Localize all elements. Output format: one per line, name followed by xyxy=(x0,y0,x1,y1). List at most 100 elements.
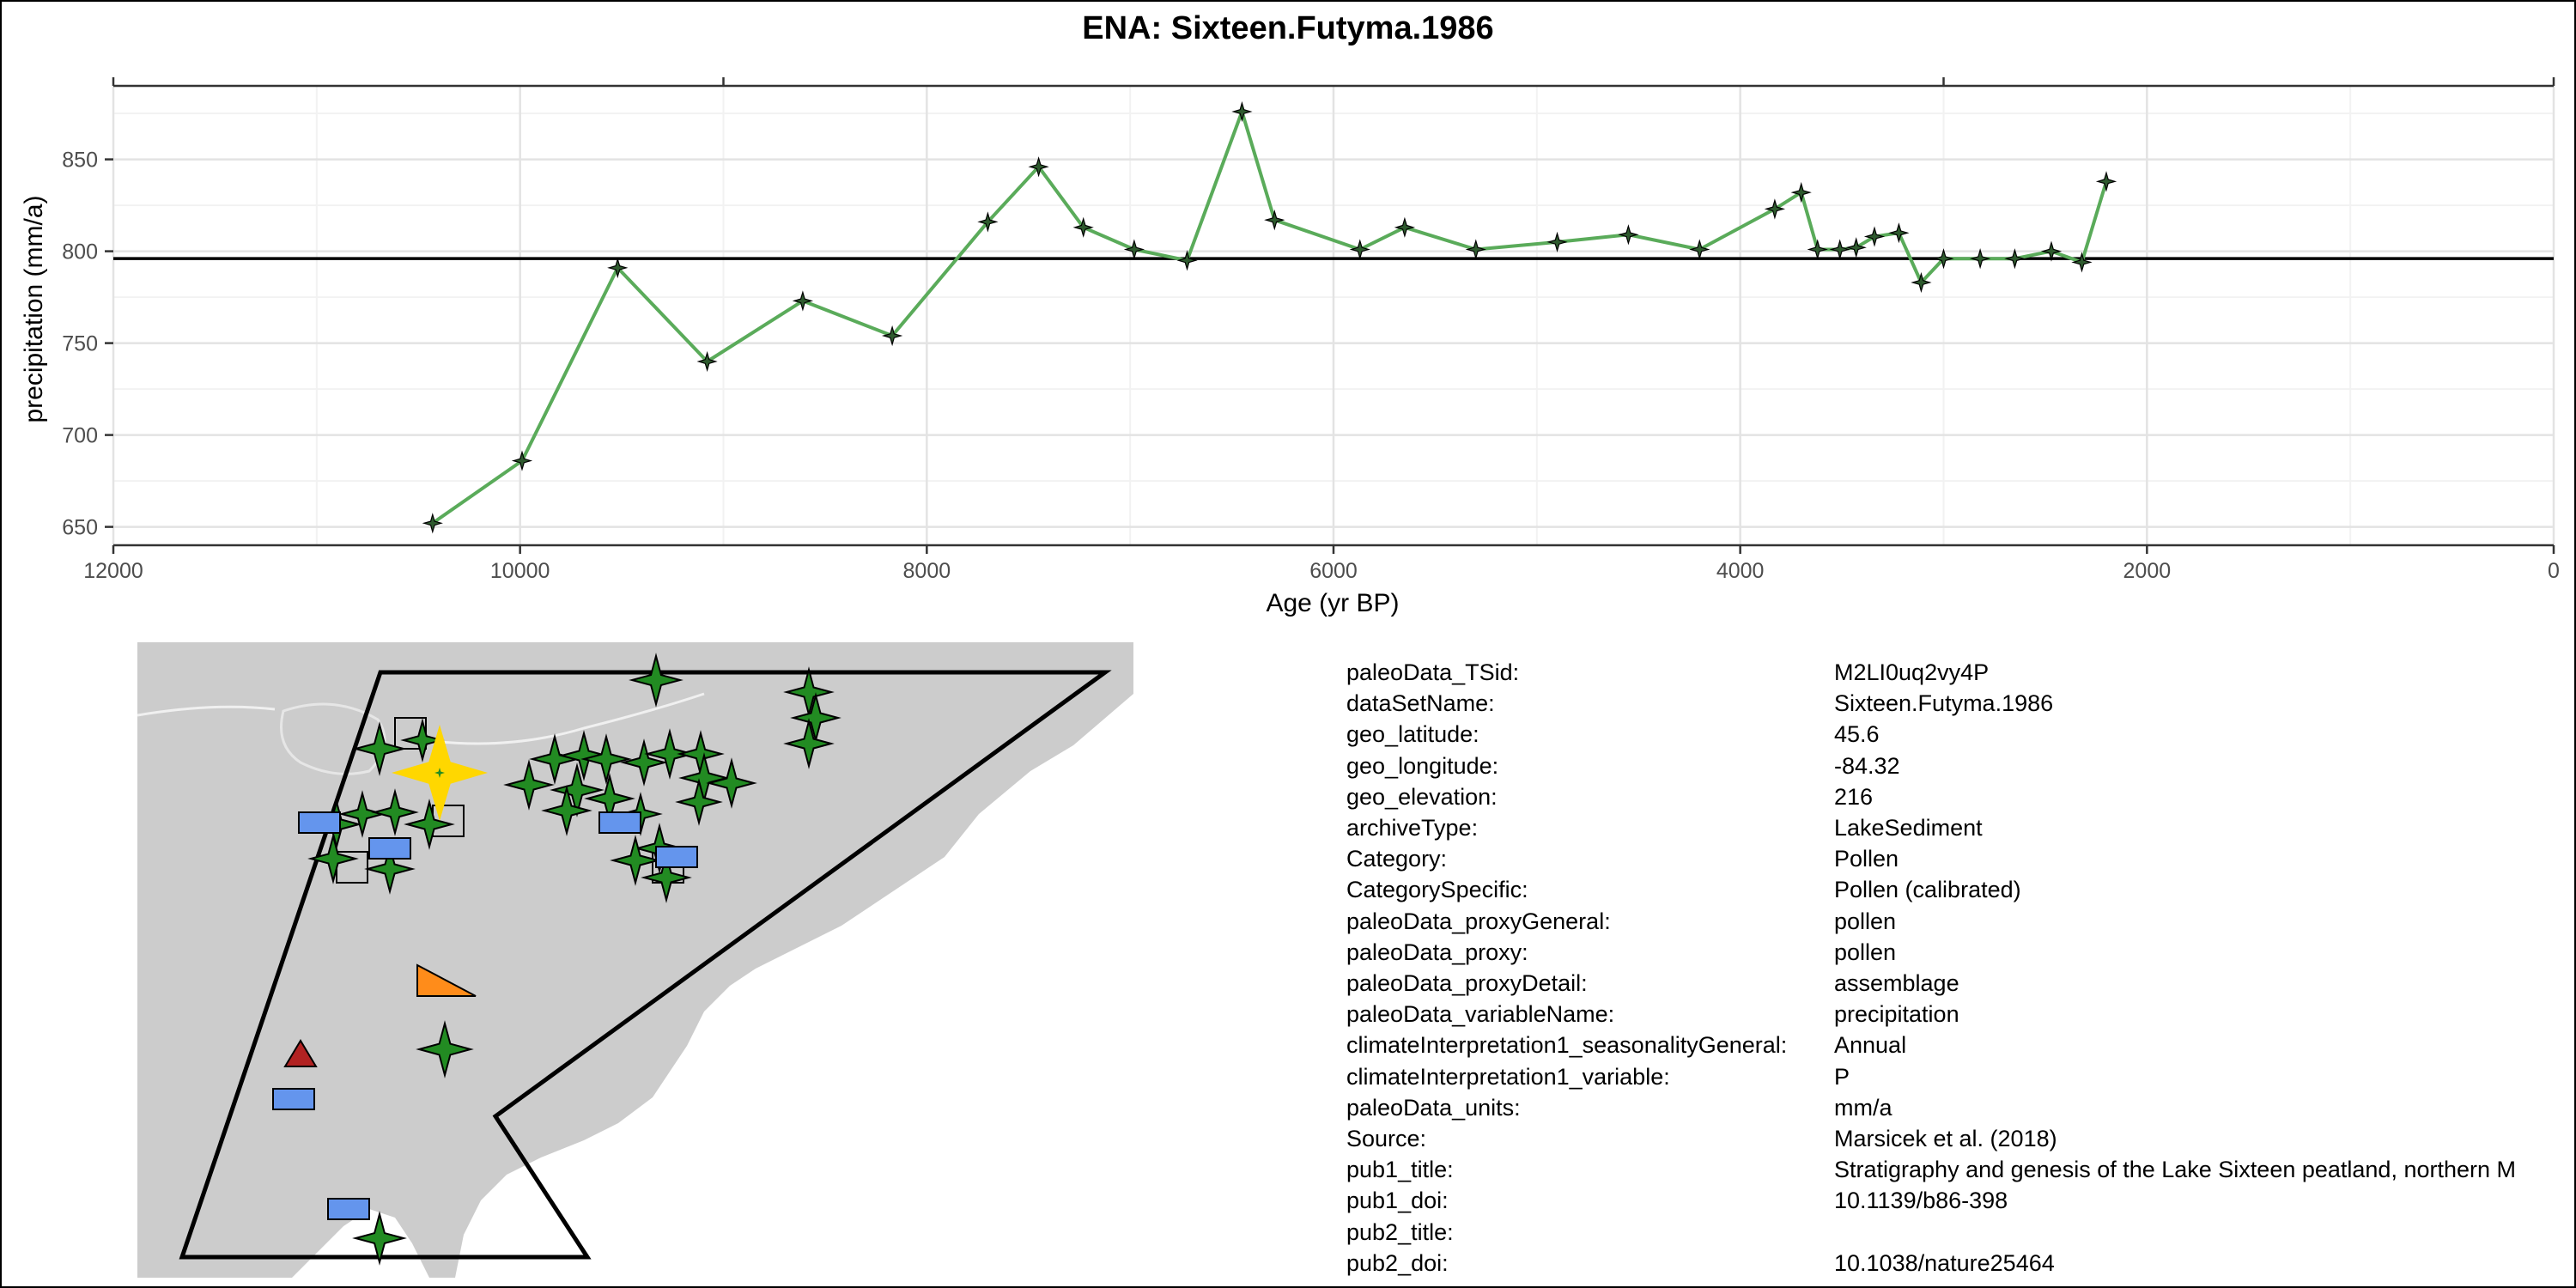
chart-title: ENA: Sixteen.Futyma.1986 xyxy=(1082,10,1494,46)
data-point-marker xyxy=(696,350,718,373)
metadata-key: pub2_title: xyxy=(1346,1218,1454,1245)
data-point-marker xyxy=(1764,198,1786,220)
data-point-marker xyxy=(792,290,814,312)
metadata-value: Marsicek et al. (2018) xyxy=(1834,1126,2057,1151)
site-rectangle-icon xyxy=(598,811,641,834)
metadata-value: pollen xyxy=(1834,939,1897,965)
metadata-key: Source: xyxy=(1346,1126,1427,1151)
site-star-icon xyxy=(629,653,683,708)
x-tick-label: 4000 xyxy=(1716,559,1765,583)
data-point-marker xyxy=(1231,100,1253,123)
site-star-icon xyxy=(364,843,416,895)
site-rectangle-icon xyxy=(368,837,411,860)
data-point-marker xyxy=(1123,239,1145,260)
data-point-marker xyxy=(881,325,903,347)
site-star-icon xyxy=(307,833,359,884)
x-tick-label: 0 xyxy=(2548,559,2560,583)
lake-outline xyxy=(280,702,386,775)
metadata-key: geo_longitude: xyxy=(1346,752,1499,779)
metadata-value: 216 xyxy=(1834,783,1874,810)
metadata-value: Sixteen.Futyma.1986 xyxy=(1834,690,2054,717)
metadata-key: Category: xyxy=(1346,846,1448,872)
data-point-marker xyxy=(1829,239,1850,260)
chart-grid xyxy=(112,86,2555,545)
selected-site-center-icon xyxy=(434,768,445,778)
metadata-value: 10.1038/nature25464 xyxy=(1834,1249,2055,1276)
y-tick-label: 800 xyxy=(62,240,98,264)
metadata-key: CategorySpecific: xyxy=(1346,877,1528,903)
data-point-marker xyxy=(2040,240,2063,262)
data-point-marker xyxy=(2071,252,2093,273)
metadata-key: climateInterpretation1_variable: xyxy=(1346,1063,1670,1090)
x-tick-label: 2000 xyxy=(2123,559,2172,583)
data-point-marker xyxy=(1845,237,1867,258)
metadata-key: dataSetName: xyxy=(1346,690,1495,717)
site-rectangle-icon xyxy=(655,846,698,868)
y-tick-label: 850 xyxy=(62,149,98,173)
metadata-key: archiveType: xyxy=(1346,815,1479,841)
data-point-marker xyxy=(1933,248,1954,270)
metadata-value: assemblage xyxy=(1834,970,1959,996)
data-point-marker xyxy=(1349,239,1370,260)
metadata-key: paleoData_TSid: xyxy=(1346,659,1520,685)
site-star-icon xyxy=(371,788,419,836)
metadata-table: paleoData_TSid: M2LI0uq2vy4P dataSetName: S… xyxy=(1346,659,2576,1278)
site-rectangle-icon xyxy=(327,1198,370,1220)
region-polygon xyxy=(179,670,1112,1260)
data-point-marker xyxy=(2095,171,2117,192)
site-star-icon xyxy=(503,759,555,811)
site-star-icon xyxy=(352,721,407,776)
land-mass xyxy=(137,642,1133,1278)
site-star-icon xyxy=(706,757,757,809)
data-point-marker xyxy=(1028,156,1049,178)
metadata-key: geo_elevation: xyxy=(1346,783,1498,810)
metadata-value: LakeSediment xyxy=(1834,815,1983,841)
metadata-value: precipitation xyxy=(1834,1001,1959,1028)
data-point-marker xyxy=(511,450,533,471)
data-point-marker xyxy=(1689,239,1710,260)
metadata-key: climateInterpretation1_seasonalityGenera… xyxy=(1346,1032,1788,1059)
series-group xyxy=(422,100,2117,534)
metadata-value: P xyxy=(1834,1063,1850,1090)
metadata-value: Annual xyxy=(1834,1032,1907,1059)
metadata-value: 10.1139/b86-398 xyxy=(1834,1188,2008,1214)
metadata-key: paleoData_units: xyxy=(1346,1094,1521,1121)
x-tick-label: 8000 xyxy=(903,559,951,583)
x-axis-label: Age (yr BP) xyxy=(1266,589,1400,617)
metadata-key: paleoData_variableName: xyxy=(1346,1001,1615,1028)
data-point-marker xyxy=(2004,248,2026,270)
data-point-marker xyxy=(1465,239,1486,260)
site-star-icon xyxy=(400,718,445,762)
data-point-marker xyxy=(422,513,443,534)
red-triangle-icon xyxy=(283,1039,318,1067)
data-point-marker xyxy=(1618,224,1639,246)
site-rectangle-icon xyxy=(272,1088,315,1110)
data-point-marker xyxy=(1176,250,1198,271)
site-star-icon xyxy=(783,718,835,769)
data-point-marker xyxy=(1264,210,1285,231)
site-map xyxy=(137,642,1133,1278)
site-star-icon xyxy=(610,835,661,886)
metadata-value: Pollen xyxy=(1834,846,1899,872)
metadata-key: pub2_doi: xyxy=(1346,1249,1449,1276)
data-point-marker xyxy=(977,211,999,233)
metadata-key: paleoData_proxy: xyxy=(1346,939,1528,965)
x-tick-label: 12000 xyxy=(83,559,143,583)
data-point-marker xyxy=(1546,231,1568,253)
border-line xyxy=(137,692,705,745)
data-point-marker xyxy=(1911,271,1932,294)
metadata-key: paleoData_proxyDetail: xyxy=(1346,970,1588,996)
axes-group: 12000 10000 8000 6000 4000 2000 0 650 700 750 800 8… xyxy=(62,77,2560,583)
site-star-icon xyxy=(641,852,692,903)
x-tick-label: 10000 xyxy=(490,559,550,583)
metadata-key: geo_latitude: xyxy=(1346,721,1479,748)
site-star-icon xyxy=(580,733,632,785)
metadata-value: 45.6 xyxy=(1834,721,1880,748)
site-star-icon xyxy=(675,778,723,826)
series-line xyxy=(431,110,2108,525)
metadata-value: Pollen (calibrated) xyxy=(1834,877,2021,903)
precipitation-chart: 12000 10000 8000 6000 4000 2000 0 650 700 750 800 8… xyxy=(62,77,2560,583)
data-point-marker xyxy=(1969,248,1991,270)
metadata-key: pub1_title: xyxy=(1346,1157,1454,1183)
